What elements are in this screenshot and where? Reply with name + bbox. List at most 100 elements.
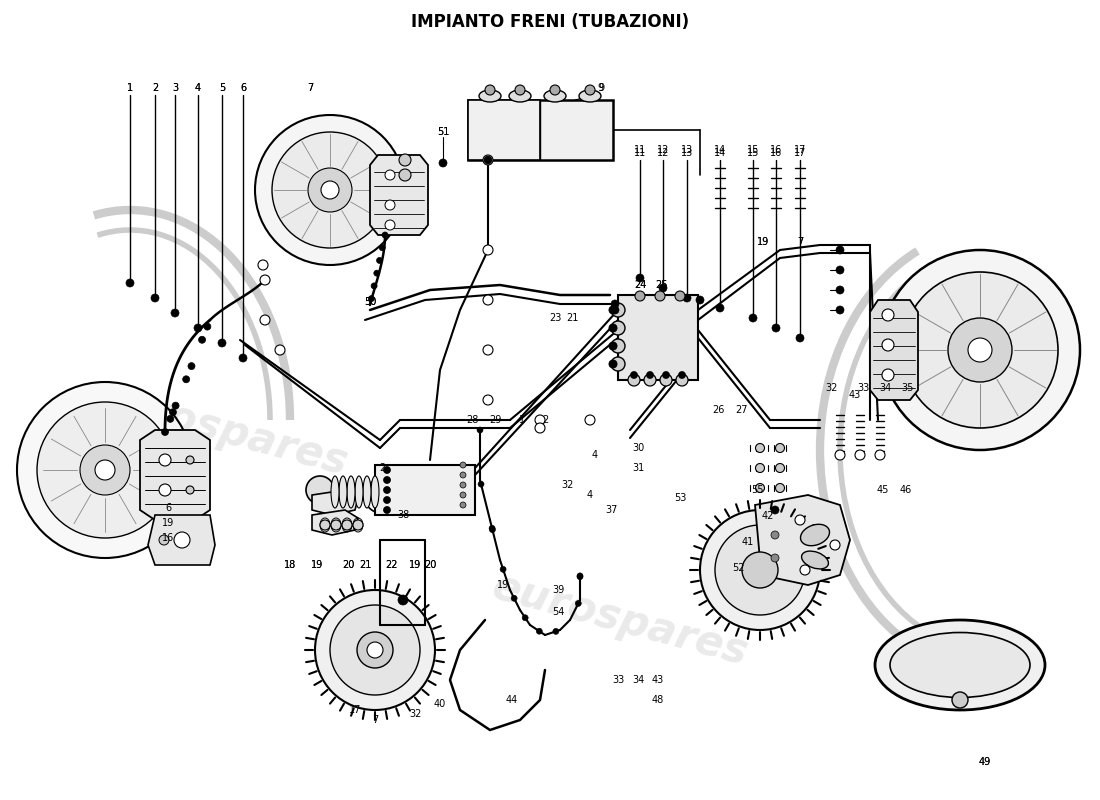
Circle shape (483, 395, 493, 405)
Circle shape (585, 85, 595, 95)
Bar (468, 100, 540, 160)
Circle shape (968, 338, 992, 362)
Circle shape (204, 323, 211, 330)
Circle shape (384, 497, 390, 503)
Ellipse shape (331, 476, 339, 508)
Text: 28: 28 (465, 415, 478, 425)
Circle shape (882, 309, 894, 321)
Circle shape (151, 294, 160, 302)
Text: 32: 32 (562, 480, 574, 490)
Text: 4: 4 (587, 490, 593, 500)
Circle shape (321, 181, 339, 199)
Bar (375, 465, 475, 515)
Circle shape (330, 605, 420, 695)
Circle shape (167, 415, 174, 422)
Text: 25: 25 (656, 280, 669, 290)
Text: 34: 34 (631, 675, 645, 685)
Circle shape (186, 456, 194, 464)
Circle shape (160, 454, 170, 466)
Circle shape (575, 601, 581, 606)
Circle shape (37, 402, 173, 538)
Circle shape (80, 445, 130, 495)
Text: 4: 4 (592, 450, 598, 460)
Text: 9: 9 (598, 83, 604, 93)
Text: 21: 21 (359, 560, 371, 570)
Text: 17: 17 (794, 145, 806, 155)
Text: 25: 25 (656, 280, 669, 290)
Text: 43: 43 (849, 390, 861, 400)
Polygon shape (312, 510, 358, 535)
Circle shape (610, 300, 619, 308)
Text: 7: 7 (796, 237, 803, 247)
Text: 13: 13 (681, 148, 693, 158)
Text: 15: 15 (747, 148, 759, 158)
Circle shape (186, 486, 194, 494)
Circle shape (630, 371, 638, 378)
Text: 19: 19 (409, 560, 421, 570)
Circle shape (485, 85, 495, 95)
Circle shape (578, 573, 583, 579)
Text: 21: 21 (359, 560, 371, 570)
Circle shape (772, 324, 780, 332)
Text: 2: 2 (542, 415, 548, 425)
Circle shape (800, 565, 810, 575)
Circle shape (756, 483, 764, 493)
Circle shape (771, 554, 779, 562)
Circle shape (490, 526, 495, 531)
Circle shape (635, 291, 645, 301)
Circle shape (771, 506, 779, 514)
Circle shape (258, 260, 268, 270)
Circle shape (522, 614, 528, 621)
Text: 24: 24 (634, 280, 646, 290)
Circle shape (483, 345, 493, 355)
Bar (468, 100, 613, 160)
Text: 1: 1 (126, 83, 133, 93)
Text: 7: 7 (307, 83, 314, 93)
Text: 41: 41 (741, 537, 755, 547)
Text: 38: 38 (397, 510, 409, 520)
Circle shape (628, 374, 640, 386)
Polygon shape (312, 490, 358, 515)
Circle shape (398, 595, 408, 605)
Polygon shape (870, 300, 918, 400)
Circle shape (460, 462, 466, 468)
Ellipse shape (890, 633, 1030, 698)
Circle shape (716, 304, 724, 312)
Circle shape (399, 154, 411, 166)
Circle shape (855, 450, 865, 460)
Circle shape (170, 309, 179, 317)
Circle shape (836, 306, 844, 314)
Circle shape (830, 540, 840, 550)
Circle shape (477, 427, 483, 433)
Circle shape (16, 382, 192, 558)
Circle shape (385, 220, 395, 230)
Text: 13: 13 (681, 145, 693, 155)
Circle shape (160, 535, 169, 545)
Circle shape (749, 314, 757, 322)
Text: 2: 2 (152, 83, 158, 93)
Circle shape (636, 274, 644, 282)
Circle shape (696, 296, 704, 304)
Text: 1: 1 (519, 415, 525, 425)
Circle shape (385, 200, 395, 210)
Circle shape (537, 628, 542, 634)
Ellipse shape (579, 90, 601, 102)
Circle shape (609, 360, 617, 368)
Ellipse shape (355, 476, 363, 508)
Circle shape (742, 552, 778, 588)
Text: 14: 14 (714, 148, 726, 158)
Text: 45: 45 (877, 485, 889, 495)
Text: 19: 19 (757, 237, 769, 247)
Text: 24: 24 (634, 280, 646, 290)
Polygon shape (140, 430, 210, 520)
Circle shape (512, 595, 517, 602)
Circle shape (659, 284, 667, 292)
Circle shape (272, 132, 388, 248)
Text: 54: 54 (552, 607, 564, 617)
Circle shape (172, 402, 179, 409)
Circle shape (835, 450, 845, 460)
Circle shape (160, 484, 170, 496)
Circle shape (553, 628, 559, 634)
Circle shape (353, 520, 363, 530)
Ellipse shape (371, 476, 380, 508)
